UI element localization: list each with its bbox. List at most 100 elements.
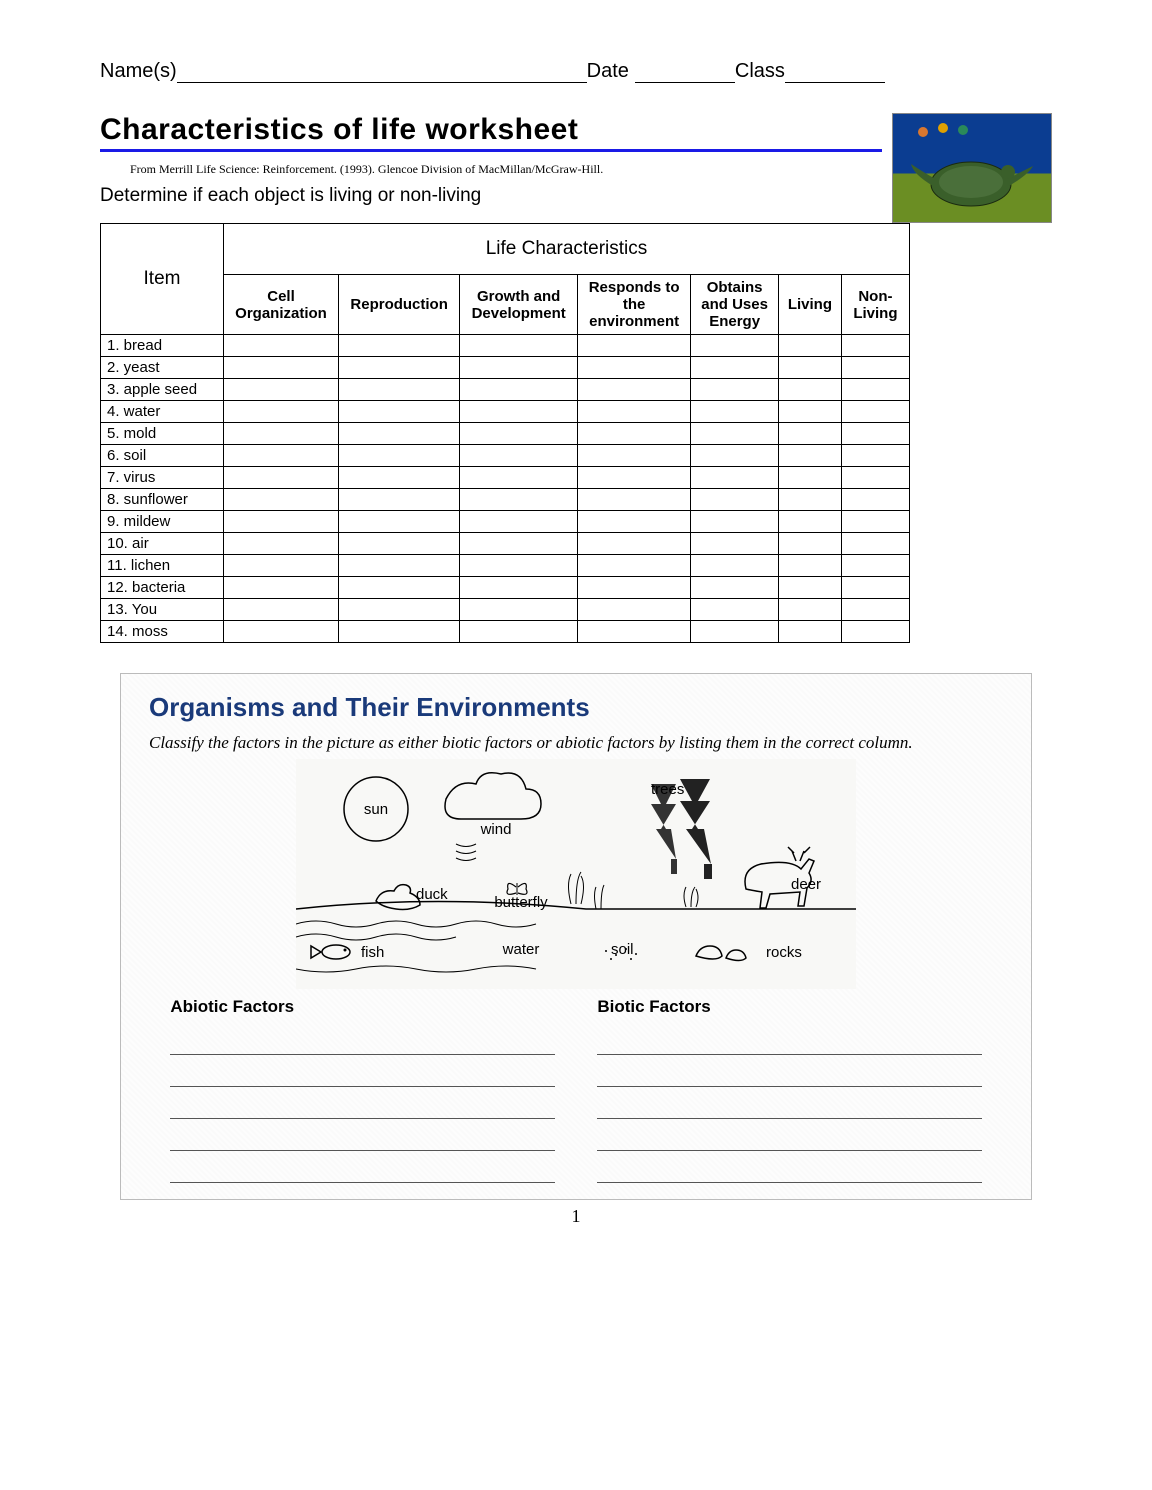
answer-cell[interactable] — [779, 555, 842, 577]
answer-cell[interactable] — [691, 445, 779, 467]
answer-cell[interactable] — [224, 555, 339, 577]
answer-cell[interactable] — [691, 533, 779, 555]
answer-cell[interactable] — [578, 621, 691, 643]
answer-cell[interactable] — [460, 577, 578, 599]
answer-cell[interactable] — [224, 511, 339, 533]
answer-line[interactable] — [170, 1157, 554, 1183]
answer-cell[interactable] — [578, 401, 691, 423]
answer-cell[interactable] — [224, 357, 339, 379]
answer-cell[interactable] — [841, 423, 909, 445]
answer-cell[interactable] — [841, 445, 909, 467]
answer-cell[interactable] — [224, 423, 339, 445]
answer-cell[interactable] — [841, 599, 909, 621]
answer-cell[interactable] — [841, 379, 909, 401]
answer-cell[interactable] — [224, 467, 339, 489]
answer-cell[interactable] — [578, 533, 691, 555]
answer-line[interactable] — [170, 1093, 554, 1119]
answer-cell[interactable] — [338, 423, 459, 445]
answer-cell[interactable] — [578, 445, 691, 467]
answer-cell[interactable] — [779, 467, 842, 489]
answer-cell[interactable] — [460, 357, 578, 379]
answer-cell[interactable] — [841, 357, 909, 379]
answer-cell[interactable] — [224, 335, 339, 357]
answer-cell[interactable] — [338, 577, 459, 599]
answer-cell[interactable] — [338, 467, 459, 489]
answer-cell[interactable] — [578, 489, 691, 511]
answer-cell[interactable] — [460, 467, 578, 489]
answer-cell[interactable] — [779, 533, 842, 555]
name-blank[interactable] — [177, 61, 587, 83]
answer-cell[interactable] — [779, 401, 842, 423]
answer-cell[interactable] — [841, 555, 909, 577]
answer-cell[interactable] — [578, 379, 691, 401]
answer-cell[interactable] — [841, 489, 909, 511]
answer-cell[interactable] — [841, 467, 909, 489]
answer-cell[interactable] — [691, 357, 779, 379]
answer-cell[interactable] — [691, 577, 779, 599]
answer-line[interactable] — [170, 1029, 554, 1055]
answer-cell[interactable] — [578, 357, 691, 379]
answer-cell[interactable] — [224, 401, 339, 423]
answer-cell[interactable] — [224, 577, 339, 599]
answer-line[interactable] — [170, 1061, 554, 1087]
answer-cell[interactable] — [779, 511, 842, 533]
answer-cell[interactable] — [841, 401, 909, 423]
answer-cell[interactable] — [578, 335, 691, 357]
answer-line[interactable] — [597, 1157, 981, 1183]
answer-cell[interactable] — [460, 445, 578, 467]
answer-line[interactable] — [597, 1061, 981, 1087]
answer-cell[interactable] — [779, 577, 842, 599]
answer-cell[interactable] — [841, 335, 909, 357]
answer-cell[interactable] — [224, 445, 339, 467]
answer-cell[interactable] — [841, 511, 909, 533]
answer-cell[interactable] — [338, 401, 459, 423]
answer-cell[interactable] — [460, 511, 578, 533]
answer-cell[interactable] — [691, 467, 779, 489]
answer-cell[interactable] — [841, 621, 909, 643]
answer-cell[interactable] — [841, 577, 909, 599]
answer-cell[interactable] — [578, 599, 691, 621]
answer-cell[interactable] — [224, 489, 339, 511]
answer-cell[interactable] — [841, 533, 909, 555]
answer-cell[interactable] — [779, 379, 842, 401]
answer-line[interactable] — [597, 1125, 981, 1151]
answer-cell[interactable] — [460, 489, 578, 511]
answer-cell[interactable] — [338, 533, 459, 555]
answer-cell[interactable] — [691, 621, 779, 643]
answer-cell[interactable] — [460, 621, 578, 643]
answer-cell[interactable] — [691, 335, 779, 357]
class-blank[interactable] — [785, 61, 885, 83]
answer-cell[interactable] — [460, 555, 578, 577]
answer-cell[interactable] — [779, 599, 842, 621]
answer-cell[interactable] — [691, 511, 779, 533]
answer-cell[interactable] — [779, 335, 842, 357]
answer-cell[interactable] — [691, 489, 779, 511]
answer-cell[interactable] — [224, 621, 339, 643]
answer-cell[interactable] — [578, 467, 691, 489]
answer-cell[interactable] — [779, 423, 842, 445]
answer-cell[interactable] — [779, 489, 842, 511]
answer-line[interactable] — [597, 1029, 981, 1055]
answer-cell[interactable] — [338, 335, 459, 357]
answer-cell[interactable] — [224, 379, 339, 401]
answer-cell[interactable] — [460, 599, 578, 621]
answer-cell[interactable] — [691, 423, 779, 445]
answer-cell[interactable] — [338, 489, 459, 511]
answer-cell[interactable] — [779, 357, 842, 379]
answer-line[interactable] — [170, 1125, 554, 1151]
answer-cell[interactable] — [578, 511, 691, 533]
answer-cell[interactable] — [578, 555, 691, 577]
answer-cell[interactable] — [691, 401, 779, 423]
answer-cell[interactable] — [460, 401, 578, 423]
answer-cell[interactable] — [691, 555, 779, 577]
answer-cell[interactable] — [691, 599, 779, 621]
answer-cell[interactable] — [338, 621, 459, 643]
answer-cell[interactable] — [460, 533, 578, 555]
answer-cell[interactable] — [224, 599, 339, 621]
answer-cell[interactable] — [460, 379, 578, 401]
answer-cell[interactable] — [460, 423, 578, 445]
answer-cell[interactable] — [578, 577, 691, 599]
answer-cell[interactable] — [779, 621, 842, 643]
answer-cell[interactable] — [338, 555, 459, 577]
answer-cell[interactable] — [691, 379, 779, 401]
